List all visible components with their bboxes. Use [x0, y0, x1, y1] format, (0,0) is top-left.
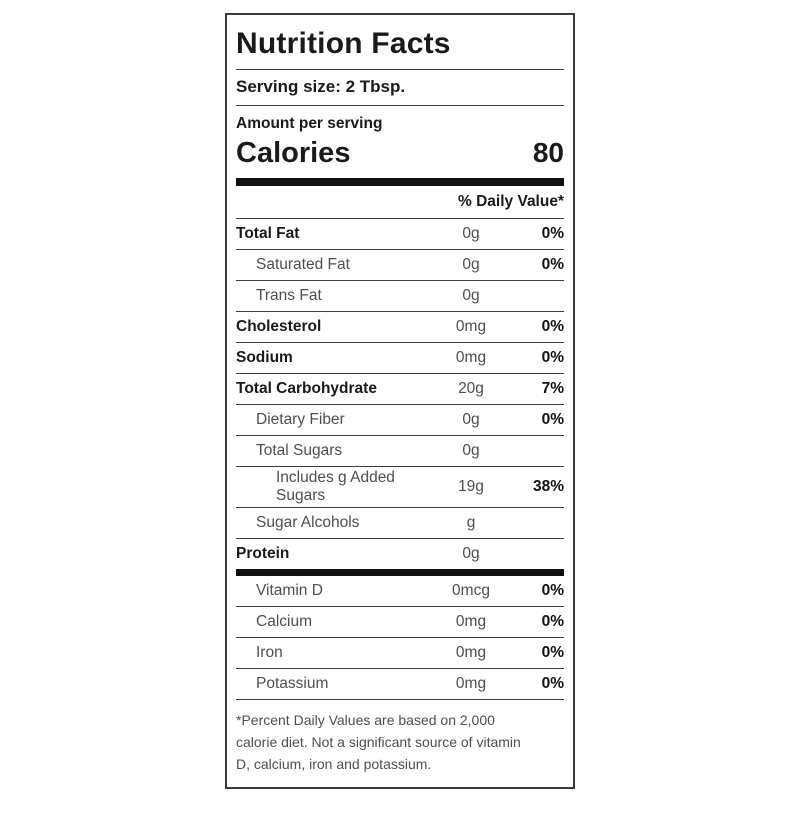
nutrient-row-cholesterol: Cholesterol 0mg 0%: [236, 312, 564, 342]
divider: [236, 342, 564, 343]
calories-row: Calories 80: [236, 135, 564, 178]
nutrient-name: Includes g Added Sugars: [276, 469, 395, 504]
calories-label: Calories: [236, 137, 351, 169]
thick-divider-bar: [236, 178, 564, 186]
nutrient-amount: 19g: [458, 478, 484, 495]
divider: [236, 538, 564, 539]
nutrient-amount: 0g: [462, 442, 480, 459]
nutrient-amount: 0mcg: [452, 582, 490, 599]
divider: [236, 606, 564, 607]
daily-value-header: % Daily Value*: [458, 193, 564, 210]
micronutrient-row-potassium: Potassium 0mg 0%: [236, 669, 564, 699]
nutrient-name: Total Sugars: [256, 442, 343, 459]
nutrient-row-sodium: Sodium 0mg 0%: [236, 343, 564, 373]
nutrient-name: Trans Fat: [256, 287, 322, 304]
divider: [236, 637, 564, 638]
nutrient-amount: 0g: [462, 287, 480, 304]
nutrient-amount: g: [466, 514, 476, 531]
micronutrient-row-vitamin-d: Vitamin D 0mcg 0%: [236, 576, 564, 606]
divider: [236, 249, 564, 250]
nutrient-amount: 0g: [462, 411, 480, 428]
amount-per-serving: Amount per serving: [236, 115, 383, 132]
micronutrient-row-calcium: Calcium 0mg 0%: [236, 607, 564, 637]
divider: [236, 699, 564, 700]
serving-size: Serving size: 2 Tbsp.: [236, 77, 406, 96]
nutrient-amount: 0mg: [455, 644, 487, 661]
divider: [236, 435, 564, 436]
footnote: *Percent Daily Values are based on 2,000…: [236, 712, 521, 773]
nutrition-facts-label: Nutrition Facts Serving size: 2 Tbsp. Am…: [225, 13, 575, 790]
nutrient-dv: 0%: [541, 318, 564, 335]
nutrient-dv: 0%: [541, 644, 564, 661]
nutrient-dv: 0%: [541, 256, 564, 273]
nutrient-amount: 0g: [462, 256, 480, 273]
divider: [236, 218, 564, 219]
nutrient-row-total-sugars: Total Sugars 0g: [236, 436, 564, 466]
nutrient-dv: 0%: [541, 411, 564, 428]
nutrient-dv: 7%: [541, 380, 564, 397]
divider: [236, 668, 564, 669]
label-title: Nutrition Facts: [236, 27, 451, 60]
nutrient-name: Iron: [256, 644, 283, 661]
divider: [236, 507, 564, 508]
medium-divider-bar: [236, 569, 564, 576]
divider: [236, 105, 564, 106]
nutrient-name: Vitamin D: [256, 582, 323, 599]
divider: [236, 466, 564, 467]
nutrient-row-added-sugars: Includes g Added Sugars 19g 38%: [236, 467, 564, 507]
nutrient-row-sugar-alcohols: Sugar Alcohols g: [236, 508, 564, 538]
calories-value: 80: [532, 137, 564, 168]
nutrient-dv: 0%: [541, 349, 564, 366]
nutrient-row-total-carbohydrate: Total Carbohydrate 20g 7%: [236, 374, 564, 404]
nutrient-dv: 0%: [541, 225, 564, 242]
nutrient-name: Calcium: [256, 613, 312, 630]
nutrient-row-saturated-fat: Saturated Fat 0g 0%: [236, 250, 564, 280]
divider: [236, 373, 564, 374]
nutrient-amount: 0mg: [455, 318, 487, 335]
divider: [236, 280, 564, 281]
nutrient-amount: 20g: [458, 380, 484, 397]
nutrient-dv: 0%: [541, 613, 564, 630]
nutrient-amount: 0g: [462, 225, 480, 242]
nutrient-amount: 0mg: [455, 675, 487, 692]
nutrient-row-dietary-fiber: Dietary Fiber 0g 0%: [236, 405, 564, 435]
nutrient-amount: 0mg: [455, 613, 487, 630]
nutrient-name: Sugar Alcohols: [256, 514, 360, 531]
nutrient-row-total-fat: Total Fat 0g 0%: [236, 219, 564, 249]
nutrient-name: Potassium: [256, 675, 329, 692]
nutrient-row-protein: Protein 0g: [236, 539, 564, 569]
nutrient-row-trans-fat: Trans Fat 0g: [236, 281, 564, 311]
nutrient-name: Cholesterol: [236, 318, 322, 335]
nutrient-name: Sodium: [236, 349, 293, 366]
nutrient-dv: 0%: [541, 675, 564, 692]
nutrient-name: Dietary Fiber: [256, 411, 345, 428]
nutrient-dv: 0%: [541, 582, 564, 599]
nutrient-name: Total Carbohydrate: [236, 380, 377, 397]
nutrient-name: Saturated Fat: [256, 256, 350, 273]
nutrient-amount: 0mg: [455, 349, 487, 366]
micronutrient-row-iron: Iron 0mg 0%: [236, 638, 564, 668]
divider: [236, 311, 564, 312]
nutrient-name: Total Fat: [236, 225, 300, 242]
nutrient-amount: 0g: [462, 545, 480, 562]
nutrient-dv: 38%: [532, 478, 564, 495]
divider: [236, 69, 564, 70]
divider: [236, 404, 564, 405]
nutrient-name: Protein: [236, 545, 290, 562]
